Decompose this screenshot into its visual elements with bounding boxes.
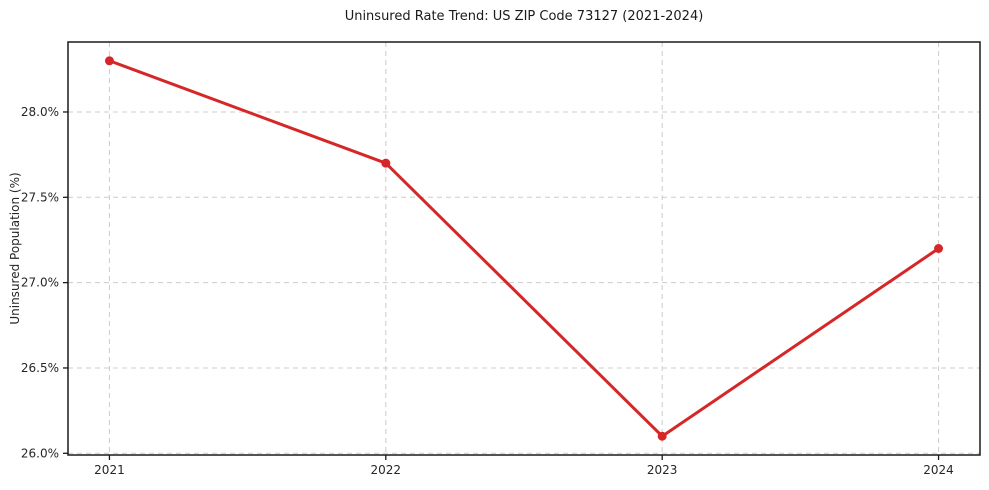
gridlines	[68, 42, 980, 455]
tick-labels: 2021 2022 2023 2024 26.0% 26.5% 27.0% 27.5% 28.0…	[21, 105, 954, 477]
data-point-marker	[657, 431, 667, 441]
data-point-marker	[104, 56, 114, 66]
y-axis-label: Uninsured Population (%)	[8, 172, 22, 324]
x-tick-label: 2021	[94, 463, 125, 477]
data-point-marker	[934, 244, 944, 253]
y-tick-label: 26.0%	[21, 446, 59, 460]
data-series-uninsured-rate	[104, 56, 944, 441]
y-tick-label: 28.0%	[21, 105, 59, 119]
y-tick-label: 27.5%	[21, 190, 59, 204]
y-tick-label: 27.0%	[21, 276, 59, 290]
y-tick-label: 26.5%	[21, 361, 59, 375]
trend-line	[107, 59, 941, 438]
axes	[63, 41, 981, 460]
chart-title: Uninsured Rate Trend: US ZIP Code 73127 …	[345, 9, 704, 24]
plot-border	[67, 41, 981, 456]
x-tick-label: 2023	[647, 463, 678, 477]
data-point-marker	[381, 158, 391, 168]
x-tick-label: 2024	[923, 463, 954, 477]
x-tick-label: 2022	[371, 463, 402, 477]
